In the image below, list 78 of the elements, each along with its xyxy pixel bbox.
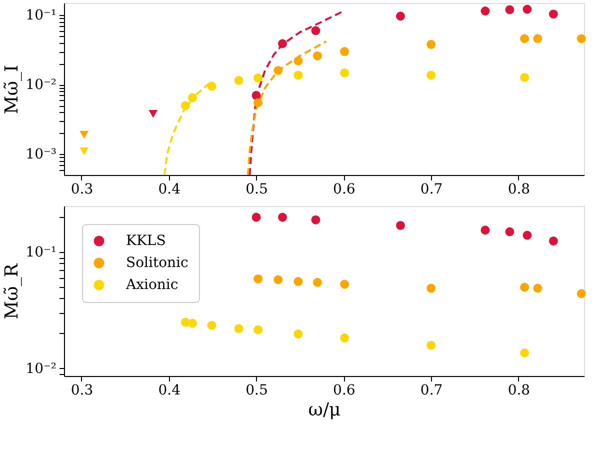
point — [505, 5, 514, 14]
point — [207, 82, 216, 91]
point — [294, 329, 303, 338]
x-tick-label: 0.4 — [158, 182, 181, 198]
point — [426, 284, 436, 293]
point — [254, 98, 262, 108]
point — [533, 284, 542, 293]
legend-label: Axionic — [125, 277, 178, 293]
point — [294, 70, 303, 80]
point — [426, 70, 436, 80]
point — [522, 4, 532, 14]
point — [252, 212, 261, 222]
point — [294, 56, 303, 66]
point — [311, 26, 320, 36]
x-tick-label: 0.6 — [333, 382, 356, 398]
point — [278, 39, 287, 48]
point — [254, 325, 262, 334]
point — [576, 34, 586, 44]
point — [340, 333, 350, 342]
legend-label: Solitonic — [126, 255, 189, 271]
point — [148, 110, 158, 118]
point — [254, 274, 262, 284]
point — [520, 72, 530, 82]
x-tick-label: 0.4 — [158, 382, 181, 398]
point — [254, 73, 262, 82]
point — [311, 215, 320, 224]
point — [480, 6, 490, 16]
point — [207, 320, 216, 330]
point — [576, 289, 586, 298]
x-tick-label: 0.5 — [246, 382, 268, 398]
point — [234, 324, 244, 334]
x-tick-label: 0.8 — [508, 182, 530, 198]
x-tick-label: 0.3 — [70, 382, 94, 398]
point — [252, 90, 261, 100]
point — [312, 278, 322, 287]
point — [340, 280, 350, 289]
point — [340, 68, 350, 78]
y-axis-title: Mω̃_I — [2, 64, 23, 114]
point — [188, 93, 197, 102]
x-tick-label: 0.8 — [508, 382, 530, 398]
point — [274, 275, 283, 284]
x-tick-label: 0.7 — [420, 182, 443, 198]
y-tick-label: 10⁻¹ — [26, 8, 56, 24]
point — [278, 212, 287, 222]
point — [181, 101, 190, 110]
point — [548, 10, 558, 19]
legend-label: KKLS — [126, 233, 166, 249]
point — [426, 340, 436, 350]
point — [522, 230, 532, 240]
point — [294, 277, 303, 286]
point — [340, 47, 350, 56]
y-tick-label: 10⁻² — [26, 360, 56, 377]
x-tick-label: 0.5 — [246, 182, 268, 198]
y-tick-label: 10⁻¹ — [26, 244, 56, 261]
line-series — [246, 40, 328, 175]
point — [426, 40, 436, 49]
x-tick-label: 0.3 — [70, 182, 94, 198]
point — [505, 227, 514, 236]
point — [548, 236, 558, 246]
point — [520, 34, 530, 44]
point — [520, 282, 530, 292]
point — [80, 130, 89, 139]
point — [188, 318, 197, 328]
x-tick-label: 0.7 — [420, 382, 443, 398]
x-axis-title: ω/μ — [308, 400, 342, 420]
y-axis-title: Mω̃_R — [2, 263, 23, 320]
y-tick-label: 10⁻² — [26, 77, 56, 94]
point — [312, 51, 322, 60]
point — [533, 34, 542, 44]
x-tick-label: 0.6 — [333, 182, 356, 198]
point — [234, 76, 244, 85]
point — [274, 66, 283, 75]
point — [396, 12, 405, 21]
y-tick-label: 10⁻³ — [26, 146, 56, 163]
point — [520, 348, 530, 358]
point — [396, 220, 405, 230]
point — [80, 147, 89, 156]
point — [480, 226, 490, 235]
